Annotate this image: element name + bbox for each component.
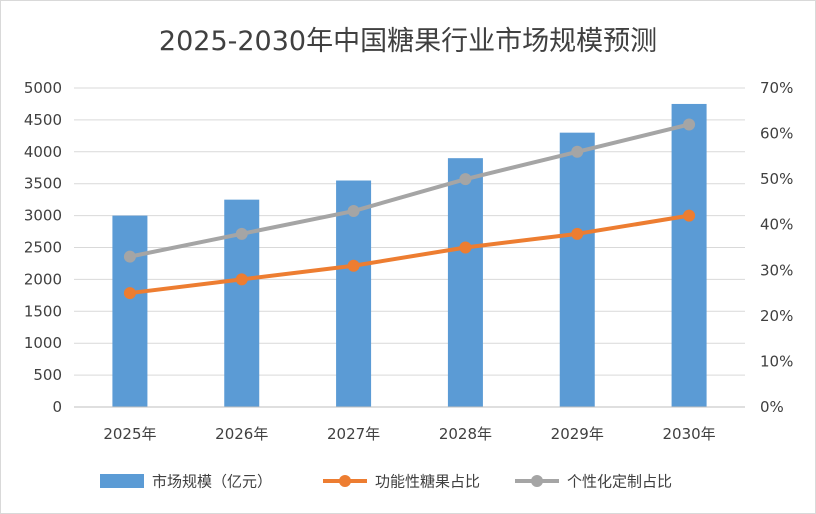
y-left-tick-label: 2000 [24,270,62,288]
line-point [683,118,696,131]
legend-label: 市场规模（亿元） [152,473,272,491]
y-right-tick-label: 60% [760,125,793,143]
y-right-tick-label: 10% [760,352,793,370]
line-series [123,118,696,300]
line-point [683,209,696,222]
bar [559,132,595,407]
y-right-tick-label: 0% [760,398,784,416]
y-left-tick-label: 2500 [24,239,62,257]
y-left-tick-label: 5000 [24,79,62,97]
y-left-tick-label: 3000 [24,207,62,225]
x-tick-label: 2028年 [439,425,492,443]
legend-label: 功能性糖果占比 [375,473,480,491]
y-left-tick-label: 500 [33,366,62,384]
axes: 0 500 1000 1500 2000 2500 3000 3500 4000 4500 5000… [24,79,794,443]
x-tick-label: 2030年 [662,425,715,443]
y-right-tick-label: 50% [760,170,793,188]
bar [112,215,148,407]
line-point [123,287,136,300]
y-right-tick-label: 30% [760,261,793,279]
y-left-tick-label: 3500 [24,175,62,193]
bar [447,158,483,407]
bar [671,103,707,407]
bar [336,180,372,407]
y-left-tick-label: 0 [52,398,62,416]
line-point [235,273,248,286]
chart-title: 2025-2030年中国糖果行业市场规模预测 [159,26,657,57]
x-tick-label: 2029年 [551,425,604,443]
line-point [235,227,248,240]
line-point [459,173,472,186]
line-point [571,145,584,158]
line-point [347,259,360,272]
legend-swatch-bar [100,474,144,488]
y-left-tick-label: 1000 [24,334,62,352]
y-left-tick-label: 4500 [24,111,62,129]
legend-swatch-marker [339,475,351,487]
y-right-tick-label: 40% [760,216,793,234]
y-left-tick-label: 1500 [24,302,62,320]
series-line [127,213,692,296]
y-left-tick-label: 4000 [24,143,62,161]
legend-swatch-marker [531,475,543,487]
x-tick-label: 2026年 [215,425,268,443]
legend-label: 个性化定制占比 [567,473,672,491]
line-point [123,250,136,263]
bar-series [112,103,707,407]
line-point [571,227,584,240]
x-tick-label: 2025年 [103,425,156,443]
y-right-tick-label: 20% [760,307,793,325]
y-right-tick-label: 70% [760,79,793,97]
line-point [347,205,360,218]
x-tick-label: 2027年 [327,425,380,443]
legend: 市场规模（亿元） 功能性糖果占比 个性化定制占比 [100,473,672,491]
series-line [127,122,692,259]
line-point [459,241,472,254]
